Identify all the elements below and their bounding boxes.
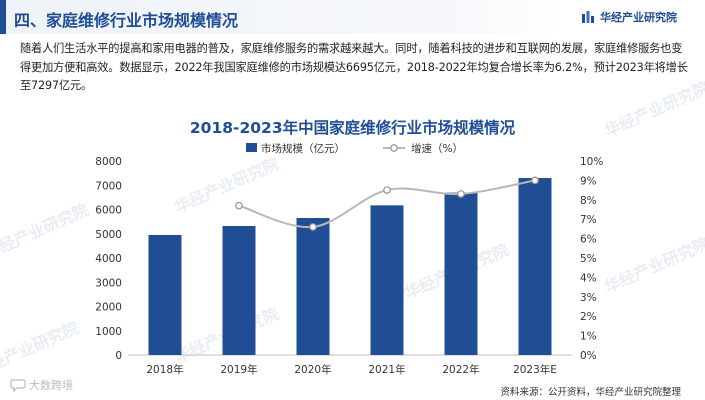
- y-right-tick-label: 3%: [580, 292, 597, 304]
- brand: 华经产业研究院: [581, 9, 677, 25]
- y-left-tick-label: 4000: [95, 253, 122, 265]
- y-right-tick-label: 6%: [580, 234, 597, 246]
- y-left-tick-label: 0: [115, 350, 122, 362]
- y-right-tick-label: 5%: [580, 253, 597, 265]
- x-tick-label: 2023年E: [513, 363, 557, 376]
- growth-rate-point: [531, 176, 539, 185]
- y-left-tick-label: 7000: [95, 180, 122, 192]
- intro-paragraph: 随着人们生活水平的提高和家用电器的普及，家庭维修服务的需求越来越大。同时，随着科…: [20, 42, 688, 92]
- y-right-tick-label: 10%: [580, 156, 603, 168]
- x-tick-label: 2019年: [220, 363, 257, 376]
- y-left-tick-label: 6000: [95, 205, 122, 217]
- y-left-tick-label: 5000: [95, 229, 122, 241]
- x-tick-label: 2018年: [146, 363, 183, 376]
- speech-bubble-icon: [10, 379, 26, 392]
- bar-market-size: [444, 192, 478, 355]
- y-right-tick-label: 1%: [580, 331, 597, 343]
- y-left-tick-label: 3000: [95, 277, 122, 289]
- brand-name: 华经产业研究院: [600, 11, 677, 24]
- bar-market-size: [370, 205, 404, 355]
- chart-title: 2018-2023年中国家庭维修行业市场规模情况: [189, 119, 516, 137]
- legend-line-marker: [390, 144, 398, 152]
- bar-market-size: [296, 217, 330, 355]
- x-tick-label: 2022年: [442, 363, 479, 376]
- legend-line-label: 增速（%）: [411, 142, 463, 155]
- y-right-tick-label: 0%: [580, 350, 597, 362]
- bar-market-size: [518, 178, 552, 355]
- y-right-tick-label: 7%: [580, 214, 597, 226]
- y-right-tick-label: 4%: [580, 272, 597, 284]
- source-note: 资料来源：公开资料，华经产业研究院整理: [500, 387, 681, 398]
- y-right-tick-label: 2%: [580, 311, 597, 323]
- legend-bar-swatch: [246, 143, 257, 152]
- y-left-tick-label: 1000: [95, 326, 122, 338]
- x-tick-label: 2021年: [368, 363, 405, 376]
- y-left-tick-label: 8000: [95, 156, 122, 168]
- y-left-tick-label: 2000: [95, 302, 122, 314]
- bar-market-size: [148, 234, 182, 355]
- corner-logo: 大数跨境: [10, 377, 73, 393]
- y-right-tick-label: 8%: [580, 195, 597, 207]
- growth-rate-point: [235, 201, 243, 210]
- section-title: 四、家庭维修行业市场规模情况: [14, 11, 239, 30]
- brand-logo-icon: [582, 11, 594, 23]
- growth-rate-point: [457, 190, 465, 198]
- corner-logo-text: 大数跨境: [29, 379, 73, 392]
- growth-rate-point: [309, 223, 317, 231]
- x-tick-label: 2020年: [294, 363, 331, 376]
- legend-bar-label: 市场规模（亿元）: [261, 142, 345, 155]
- y-right-tick-label: 9%: [580, 175, 597, 187]
- banner-accent-bar: [0, 0, 6, 34]
- growth-rate-point: [383, 186, 391, 194]
- bar-market-size: [222, 225, 256, 355]
- section-banner: 四、家庭维修行业市场规模情况: [0, 0, 560, 34]
